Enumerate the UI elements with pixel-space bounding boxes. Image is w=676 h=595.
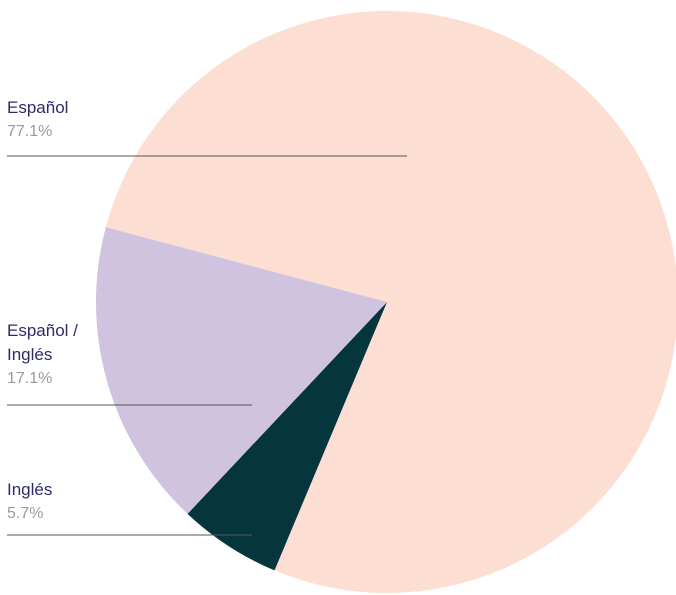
slice-label: Inglés 5.7%	[7, 478, 85, 526]
value-label: 17.1%	[7, 370, 53, 387]
value-label: 5.7%	[7, 505, 44, 522]
value-label: 77.1%	[7, 123, 53, 140]
category-label: Español / Inglés	[7, 321, 78, 364]
slice-label: Español 77.1%	[7, 96, 85, 144]
category-label: Inglés	[7, 480, 53, 499]
pie-slice	[187, 302, 387, 571]
pie-slice	[95, 227, 387, 514]
category-label: Español	[7, 98, 69, 117]
slice-label: Español / Inglés 17.1%	[7, 319, 85, 391]
